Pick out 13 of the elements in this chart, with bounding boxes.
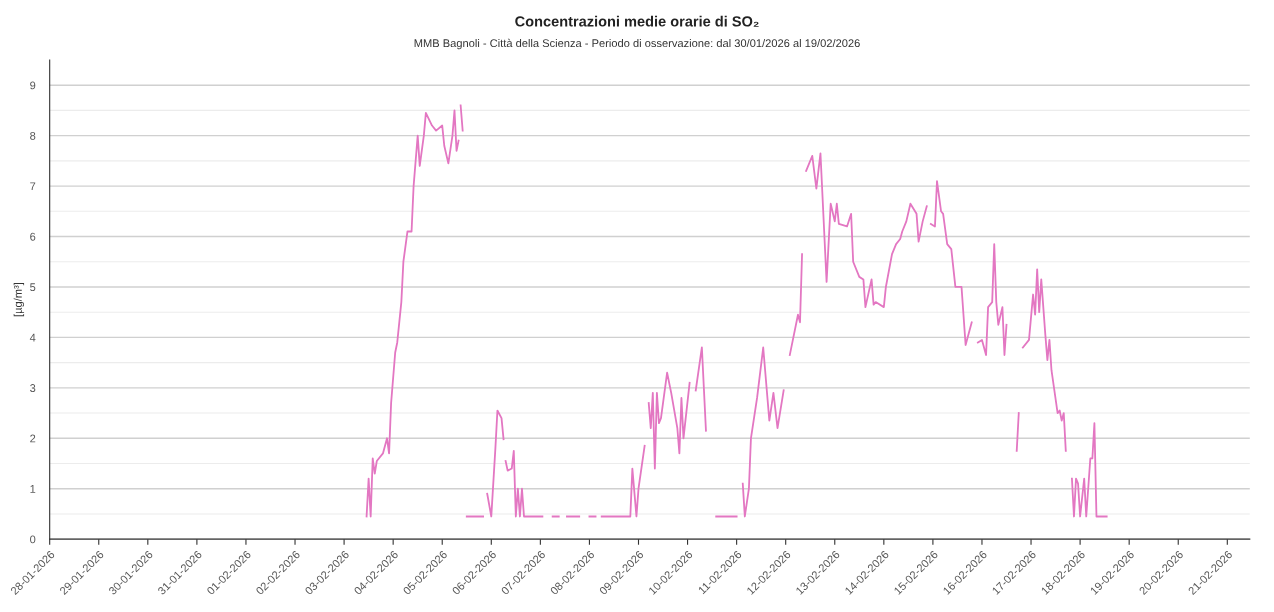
y-tick-label: 0	[30, 535, 36, 544]
y-tick-label: 4	[29, 333, 36, 342]
y-tick-label: 9	[30, 81, 36, 90]
chart-title: Concentrazioni medie orarie di SO₂	[515, 15, 759, 27]
y-tick-label: 5	[30, 283, 36, 292]
y-tick-label: 2	[30, 434, 36, 443]
y-tick-label: 1	[30, 485, 36, 493]
y-tick-label: 8	[30, 131, 36, 140]
chart-subtitle: MMB Bagnoli - Città della Scienza - Periodo di osservazione: dal 30/01/2026 al 19/02/2026	[414, 38, 860, 50]
y-tick-label: 6	[30, 232, 36, 241]
y-tick-label: 7	[30, 182, 36, 191]
y-axis-title: [µg/m³]	[13, 282, 25, 317]
y-tick-label: 3	[30, 384, 36, 392]
